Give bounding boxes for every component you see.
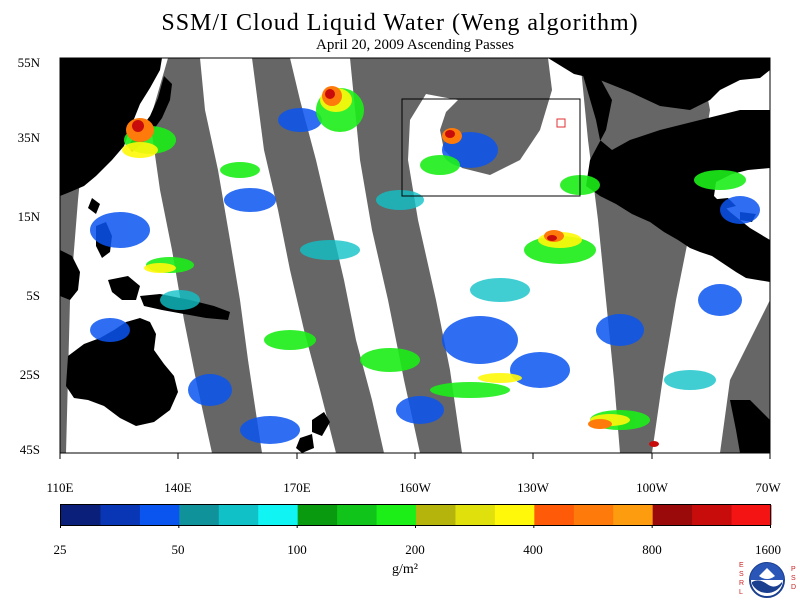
colorbar-label-100: 100 (287, 542, 307, 557)
colorbar-label-200: 200 (405, 542, 425, 557)
logo-letter-p: P (791, 566, 796, 573)
colorbar-swatch (455, 505, 496, 525)
noaa-logo-icon (749, 562, 785, 598)
lon-label-140e: 140E (164, 480, 192, 495)
lat-label-5s: 5S (26, 288, 40, 303)
lon-label-160w: 160W (399, 480, 431, 495)
colorbar-swatch (218, 505, 259, 525)
lat-label-55n: 55N (17, 55, 40, 70)
location-marker (556, 118, 566, 128)
cloud-water-field (90, 86, 760, 447)
colorbar-swatch (376, 505, 417, 525)
noaa-logo: E S R L P S D (737, 560, 797, 600)
colorbar-unit: g/m² (392, 562, 418, 577)
colorbar-swatch (692, 505, 733, 525)
lat-label-15n: 15N (17, 209, 40, 224)
colorbar-swatch (494, 505, 535, 525)
lon-label-170e: 170E (283, 480, 311, 495)
colorbar-swatch (731, 505, 772, 525)
map-subtitle: April 20, 2009 Ascending Passes (316, 37, 514, 53)
map-tick-marks (59, 453, 771, 459)
colorbar-swatch (652, 505, 693, 525)
lon-label-130w: 130W (517, 480, 549, 495)
highlight-box (401, 98, 581, 197)
cloud-water-map (59, 57, 771, 459)
lat-label-25s: 25S (19, 367, 40, 382)
colorbar-swatch (416, 505, 456, 525)
colorbar-swatch (534, 505, 575, 525)
logo-letter-s: S (739, 571, 744, 578)
colorbar-label-50: 50 (171, 542, 185, 557)
colorbar-label-400: 400 (523, 542, 543, 557)
logo-letter-s2: S (791, 575, 796, 582)
colorbar-swatch (100, 505, 141, 525)
logo-letter-r: R (739, 580, 745, 587)
colorbar-label-800: 800 (642, 542, 662, 557)
colorbar-label-25: 25 (53, 542, 67, 557)
map-title: SSM/I Cloud Liquid Water (Weng algorithm… (161, 10, 639, 36)
colorbar-label-1600: 1600 (755, 542, 781, 557)
lon-label-100w: 100W (636, 480, 668, 495)
colorbar-swatch (139, 505, 180, 525)
lat-label-45s: 45S (19, 442, 40, 457)
lon-label-70w: 70W (755, 480, 781, 495)
colorbar-swatch (297, 505, 338, 525)
colorbar-swatch (61, 505, 101, 525)
colorbar-swatch (179, 505, 220, 525)
colorbar-swatch (258, 505, 299, 525)
lat-label-35n: 35N (17, 130, 40, 145)
colorbar-swatch (613, 505, 654, 525)
colorbar (60, 504, 772, 528)
logo-letter-e: E (739, 562, 744, 569)
colorbar-swatch (573, 505, 614, 525)
lon-label-110e: 110E (46, 480, 74, 495)
logo-letter-l: L (739, 589, 743, 596)
colorbar-swatch (337, 505, 378, 525)
logo-letter-d: D (791, 584, 797, 591)
